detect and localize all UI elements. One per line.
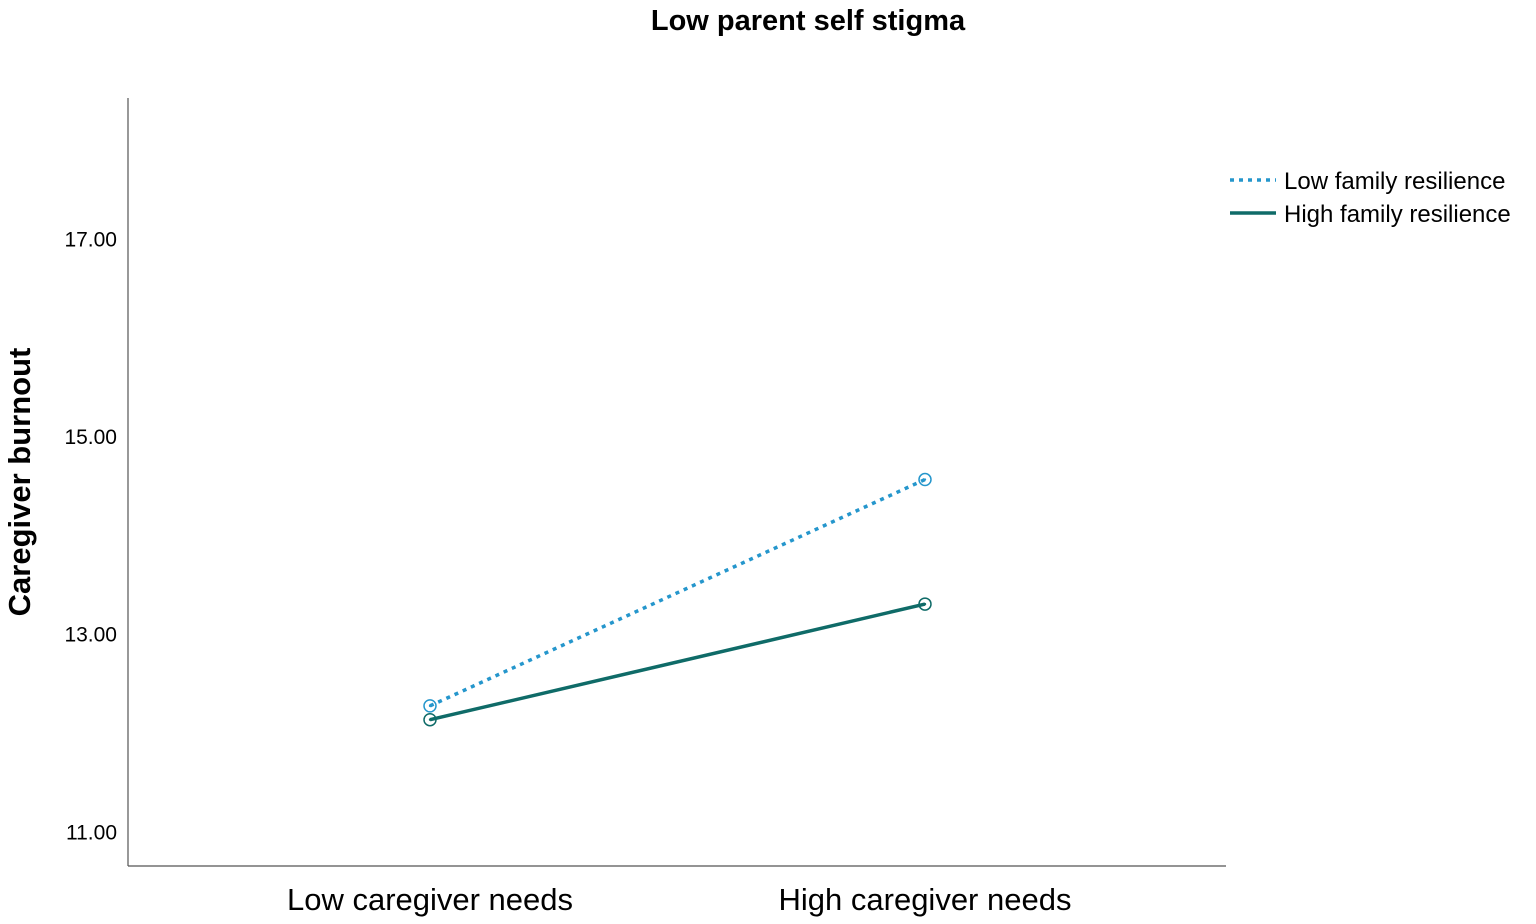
y-axis-label: Caregiver burnout <box>2 348 37 617</box>
x-tick-labels: Low caregiver needs High caregiver needs <box>287 882 1072 917</box>
y-tick-label: 17.00 <box>64 228 117 251</box>
data-point <box>918 472 932 487</box>
y-tick-label: 11.00 <box>66 821 117 844</box>
chart-title: Low parent self stigma <box>651 5 966 37</box>
y-tick-label: 13.00 <box>64 624 117 647</box>
legend-label-high-family-resilience: High family resilience <box>1284 201 1511 228</box>
data-point-center <box>428 704 432 708</box>
series-points <box>423 472 932 727</box>
legend-label-low-family-resilience: Low family resilience <box>1284 168 1505 195</box>
series-line <box>429 602 926 722</box>
data-point-center <box>923 478 927 481</box>
data-point-center <box>428 718 432 721</box>
legend: Low family resilience High family resili… <box>1230 168 1511 228</box>
data-point-center <box>923 602 927 606</box>
y-tick-label: 15.00 <box>64 426 117 449</box>
data-point <box>423 712 437 727</box>
x-tick-label: High caregiver needs <box>779 882 1072 917</box>
x-tick-label: Low caregiver needs <box>287 882 573 917</box>
data-point <box>918 597 932 611</box>
series-lines <box>429 477 926 722</box>
series-line <box>429 477 926 708</box>
data-point <box>423 699 437 713</box>
y-tick-labels: 11.00 13.00 15.00 17.00 <box>64 228 117 844</box>
